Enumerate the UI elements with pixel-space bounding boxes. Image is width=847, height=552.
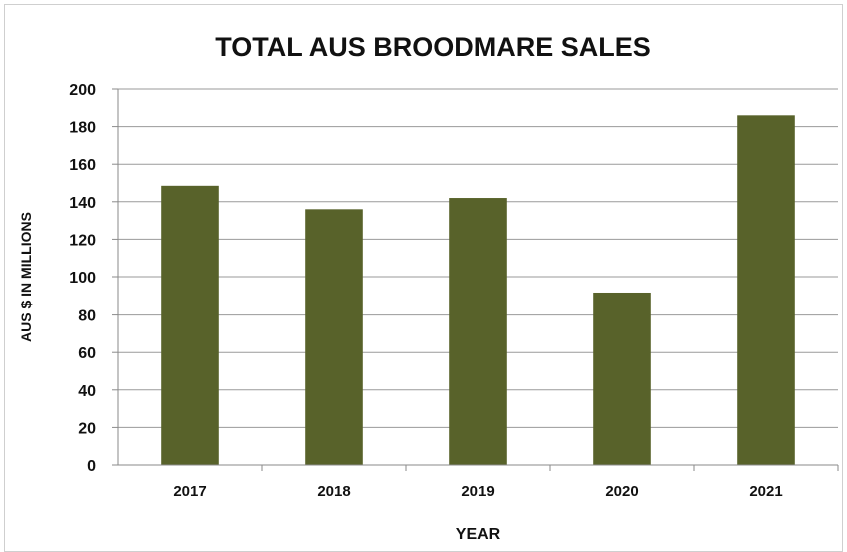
x-axis-ticks: 2017 2018 2019 2020 2021 (173, 465, 839, 500)
bar-2018 (305, 209, 363, 465)
x-tick-label: 2020 (605, 483, 638, 500)
y-tick-label: 20 (78, 420, 96, 437)
y-tick-label: 200 (69, 82, 96, 99)
y-tick-label: 140 (69, 195, 96, 212)
bars (161, 115, 795, 466)
x-tick-label: 2021 (749, 483, 782, 500)
chart-title: TOTAL AUS BROODMARE SALES (215, 32, 651, 62)
y-tick-label: 100 (69, 270, 96, 287)
x-tick-label: 2018 (317, 483, 350, 500)
chart-frame (4, 4, 843, 552)
bar-2019 (449, 198, 507, 466)
y-tick-label: 40 (78, 383, 96, 400)
bar-2020 (593, 292, 651, 465)
x-tick-label: 2017 (173, 483, 206, 500)
y-tick-label: 80 (78, 308, 96, 325)
gridlines (118, 88, 838, 428)
y-tick-label: 0 (87, 458, 96, 475)
bar-2021 (737, 115, 795, 465)
x-tick-label: 2019 (461, 483, 494, 500)
y-tick-label: 120 (69, 232, 96, 249)
y-tick-label: 180 (69, 120, 96, 137)
y-axis-label: AUS $ IN MILLIONS (18, 212, 34, 342)
x-axis-label: YEAR (456, 526, 501, 543)
y-tick-label: 60 (78, 345, 96, 362)
y-axis-ticks: 0 20 40 60 80 100 120 140 160 180 200 (69, 82, 119, 475)
bar-2017 (161, 185, 219, 465)
y-tick-label: 160 (69, 157, 96, 174)
